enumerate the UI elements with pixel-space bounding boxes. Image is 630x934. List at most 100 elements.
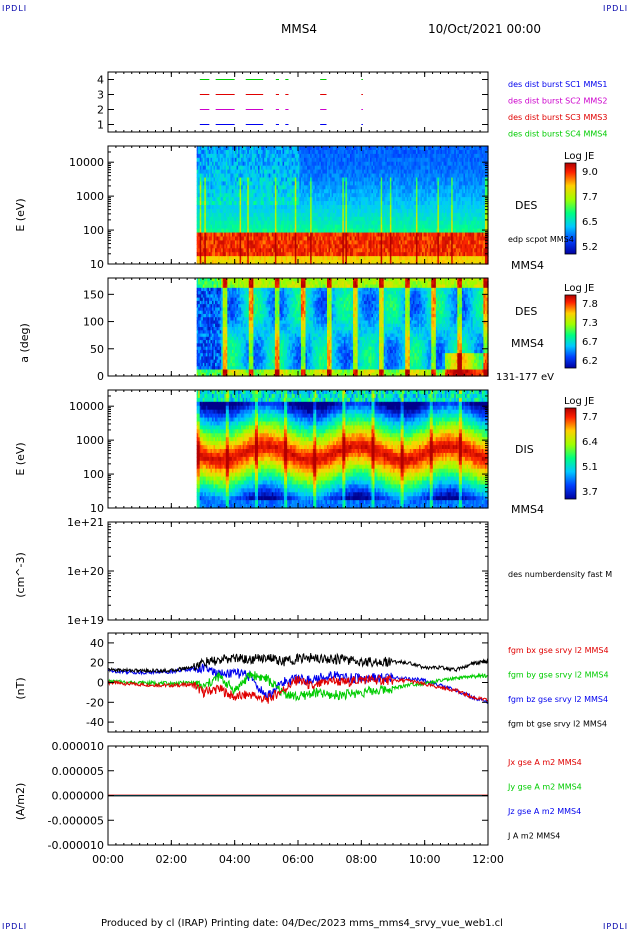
heatmap-cell-1 [334, 208, 337, 214]
heatmap-cell-1 [350, 193, 353, 198]
heatmap-cell-1 [212, 228, 215, 234]
heatmap-cell-1 [428, 236, 431, 241]
heatmap-cell-1 [241, 146, 244, 151]
heatmap-cell-1 [374, 153, 377, 159]
heatmap-cell-1 [445, 165, 448, 171]
heatmap-cell-1 [379, 205, 382, 210]
heatmap-cell-1 [239, 208, 242, 214]
heatmap-cell-1 [327, 157, 330, 163]
heatmap-cell-1 [235, 220, 238, 226]
heatmap-cell-1 [262, 185, 265, 190]
heatmap-cell-1 [417, 232, 420, 238]
heatmap-cell-1 [368, 224, 371, 230]
heatmap-cell-1 [224, 256, 227, 261]
heatmap-cell-1 [402, 205, 405, 210]
heatmap-cell-1 [330, 181, 333, 186]
heatmap-cell-1 [297, 197, 300, 202]
heatmap-cell-1 [397, 185, 400, 190]
heatmap-cell-1 [434, 193, 437, 198]
heatmap-cell-1 [310, 193, 313, 198]
heatmap-cell-1 [411, 212, 414, 218]
heatmap-cell-1 [248, 149, 251, 155]
heatmap-cell-1 [362, 185, 365, 190]
heatmap-cell-1 [388, 165, 391, 171]
heatmap-cell-1 [219, 216, 222, 222]
heatmap-cell-1 [310, 165, 313, 171]
heatmap-cell-1 [293, 205, 296, 210]
heatmap-cell-1 [212, 232, 215, 238]
heatmap-cell-1 [201, 208, 204, 214]
heatmap-cell-1 [331, 169, 334, 175]
heatmap-cell-1 [383, 228, 386, 234]
heatmap-cell-1 [419, 244, 422, 249]
heatmap-cell-1 [304, 260, 307, 265]
heatmap-cell-1 [270, 165, 273, 171]
heatmap-cell-1 [420, 161, 423, 167]
heatmap-cell-1 [446, 189, 449, 194]
heatmap-cell-1 [431, 244, 434, 249]
heatmap-cell-1 [225, 193, 228, 198]
heatmap-cell-1 [438, 244, 442, 249]
heatmap-cell-1 [431, 173, 434, 179]
heatmap-cell-1 [351, 165, 354, 171]
heatmap-cell-1 [351, 197, 354, 202]
heatmap-cell-1 [449, 220, 452, 226]
heatmap-cell-1 [438, 205, 442, 210]
heatmap-cell-1 [428, 146, 431, 151]
heatmap-cell-1 [319, 169, 322, 175]
heatmap-cell-1 [258, 244, 261, 249]
heatmap-cell-1 [233, 189, 236, 194]
heatmap-cell-1 [282, 232, 285, 238]
heatmap-cell-1 [383, 181, 386, 186]
heatmap-cell-1 [224, 146, 227, 151]
heatmap-cell-1 [227, 177, 230, 182]
heatmap-cell-1 [374, 248, 377, 253]
heatmap-cell-1 [331, 165, 334, 171]
heatmap-cell-1 [369, 232, 373, 238]
heatmap-cell-1 [331, 181, 334, 186]
heatmap-cell-1 [293, 208, 296, 214]
heatmap-cell-1 [327, 197, 330, 202]
heatmap-cell-1 [376, 197, 379, 202]
heatmap-cell-1 [422, 189, 425, 194]
heatmap-cell-1 [412, 161, 415, 167]
heatmap-cell-1 [270, 197, 273, 202]
heatmap-cell-1 [327, 260, 330, 265]
heatmap-cell-1 [448, 157, 451, 163]
heatmap-cell-1 [362, 244, 365, 249]
heatmap-cell-1 [340, 197, 343, 202]
heatmap-cell-1 [350, 236, 353, 241]
heatmap-cell-1 [360, 244, 363, 249]
heatmap-cell-1 [259, 161, 262, 167]
heatmap-cell-1 [363, 149, 366, 155]
heatmap-cell-1 [403, 236, 406, 241]
heatmap-cell-1 [435, 169, 438, 175]
heatmap-cell-1 [374, 256, 377, 261]
heatmap-cell-1 [300, 244, 304, 249]
heatmap-cell-1 [411, 181, 414, 186]
heatmap-cell-1 [233, 169, 236, 175]
heatmap-cell-1 [274, 177, 277, 182]
heatmap-cell-1 [279, 185, 282, 190]
heatmap-cell-1 [322, 232, 325, 238]
heatmap-cell-1 [230, 216, 233, 222]
heatmap-cell-1 [228, 248, 231, 253]
heatmap-cell-1 [297, 205, 300, 210]
heatmap-cell-1 [258, 153, 261, 159]
heatmap-cell-1 [445, 256, 448, 261]
heatmap-cell-1 [431, 256, 434, 261]
heatmap-cell-1 [334, 193, 337, 198]
heatmap-cell-1 [284, 244, 287, 249]
heatmap-cell-1 [397, 208, 400, 214]
heatmap-cell-1 [227, 197, 230, 202]
heatmap-cell-1 [431, 236, 434, 241]
heatmap-cell-1 [262, 197, 265, 202]
heatmap-cell-1 [308, 216, 311, 222]
heatmap-cell-1 [228, 252, 231, 257]
heatmap-cell-1 [333, 189, 336, 194]
heatmap-cell-1 [333, 220, 336, 226]
heatmap-cell-1 [442, 201, 445, 206]
heatmap-cell-1 [254, 232, 258, 238]
heatmap-cell-1 [274, 197, 277, 202]
heatmap-cell-1 [230, 173, 233, 179]
